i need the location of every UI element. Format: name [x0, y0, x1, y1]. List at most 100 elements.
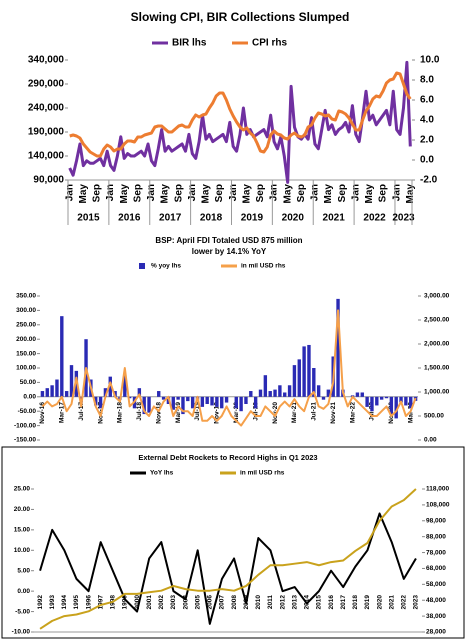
y-tick-label: -150.00	[14, 437, 36, 444]
y-tick-label: 340,000	[28, 55, 65, 66]
year-label: 2023	[392, 213, 415, 224]
bar	[210, 396, 214, 406]
y-tick-label: 190,000	[28, 127, 65, 138]
bar	[365, 396, 369, 407]
bar	[394, 396, 398, 419]
x-tick-label: Sep	[132, 184, 143, 202]
x-tick-label: 1996	[85, 595, 92, 610]
y2-tick-label: 500.00	[424, 413, 444, 420]
year-label: 2022	[363, 213, 386, 224]
y2-tick-label: 0.00	[424, 437, 437, 444]
bar	[40, 391, 45, 397]
year-label: 2015	[77, 213, 100, 224]
bar	[404, 396, 408, 406]
y-tick-label: 15.00	[14, 527, 31, 534]
x-tick-label: Jan	[228, 184, 239, 201]
bar	[297, 359, 301, 397]
x-tick-label: Jan	[64, 184, 75, 201]
bar	[45, 388, 49, 397]
y-tick-label: -50.00	[18, 408, 37, 415]
x-tick-label: 2023	[413, 595, 420, 610]
bar	[244, 396, 248, 404]
bar	[316, 385, 321, 397]
chart-title: Slowing CPI, BIR Collections Slumped	[131, 10, 350, 24]
x-tick-label: Jul-20	[252, 402, 259, 421]
bar	[64, 391, 69, 397]
bar	[312, 368, 316, 397]
x-tick-label: Jul-17	[78, 402, 85, 421]
year-label: 2019	[241, 213, 264, 224]
y-tick-label: 240,000	[28, 103, 65, 114]
bar	[234, 396, 238, 409]
bar	[253, 396, 258, 409]
bar	[205, 396, 209, 404]
x-tick-label: 2015	[316, 595, 323, 610]
y-tick-label: 90,000	[33, 175, 64, 186]
y2-tick-label: 1,500.00	[424, 365, 450, 372]
bar	[60, 316, 64, 397]
x-tick-label: 2000	[134, 595, 141, 610]
y-tick-label: 250.00	[16, 322, 36, 329]
x-tick-label: May	[119, 184, 130, 204]
bar	[137, 388, 142, 397]
bar	[258, 389, 263, 397]
y-tick-label: 140,000	[28, 151, 65, 162]
x-tick-label: 1995	[73, 595, 80, 610]
x-tick-label: Jan	[391, 184, 402, 201]
x-tick-label: 2007	[219, 595, 226, 610]
x-tick-label: May	[160, 184, 171, 204]
legend-label: % yoy lhs	[151, 263, 181, 270]
x-tick-label: 2001	[146, 595, 153, 610]
bar	[379, 396, 384, 400]
legend-label: CPI rhs	[252, 38, 287, 49]
y2-tick-label: 38,000	[426, 613, 446, 620]
y2-tick-label: 8.0	[420, 75, 434, 86]
y2-tick-label: 68,000	[426, 565, 446, 572]
bar	[161, 396, 166, 400]
x-tick-label: Nov-18	[155, 402, 162, 424]
y2-tick-label: 118,000	[426, 486, 450, 493]
bar	[370, 396, 374, 412]
bar	[384, 396, 389, 399]
y-tick-label: 25.00	[14, 486, 31, 493]
bar	[375, 396, 379, 406]
x-tick-label: 2022	[401, 595, 408, 610]
bar	[409, 396, 413, 409]
chart-border	[1, 446, 465, 639]
year-label: 2016	[118, 213, 141, 224]
bar	[355, 392, 360, 397]
x-tick-label: 2006	[207, 595, 214, 610]
x-tick-label: Sep	[173, 184, 184, 202]
y-tick-label: 300.00	[16, 307, 36, 314]
bar	[142, 396, 146, 415]
y2-tick-label: 2.0	[420, 135, 434, 146]
x-tick-label: 2011	[267, 595, 274, 609]
bar	[69, 365, 74, 397]
legend-swatch	[139, 263, 145, 269]
x-tick-label: 2003	[170, 595, 177, 610]
x-tick-label: 2002	[158, 595, 165, 610]
bar	[108, 376, 112, 397]
bar	[389, 396, 394, 415]
bar	[283, 392, 287, 397]
x-tick-label: 1994	[61, 595, 68, 610]
y-tick-label: 20.00	[14, 506, 31, 513]
x-tick-label: Sep	[255, 184, 266, 202]
x-tick-label: 2018	[352, 595, 359, 610]
y2-tick-label: 6.0	[420, 95, 434, 106]
chart-title: BSP: April FDI Totaled USD 875 million	[155, 236, 302, 245]
bar	[273, 389, 277, 397]
bar	[176, 396, 180, 400]
x-tick-label: Sep	[92, 184, 103, 202]
x-tick-label: 1993	[49, 595, 56, 610]
x-tick-label: Jan	[269, 184, 280, 201]
x-tick-label: Sep	[296, 184, 307, 202]
x-tick-label: Jul-21	[311, 402, 318, 421]
y2-tick-label: 108,000	[426, 502, 450, 509]
chart-subtitle: lower by 14.1% YoY	[192, 247, 267, 256]
bar	[263, 375, 268, 397]
y-tick-label: 5.00	[17, 567, 30, 574]
x-tick-label: Mar-18	[117, 402, 124, 423]
line-series	[39, 512, 417, 625]
